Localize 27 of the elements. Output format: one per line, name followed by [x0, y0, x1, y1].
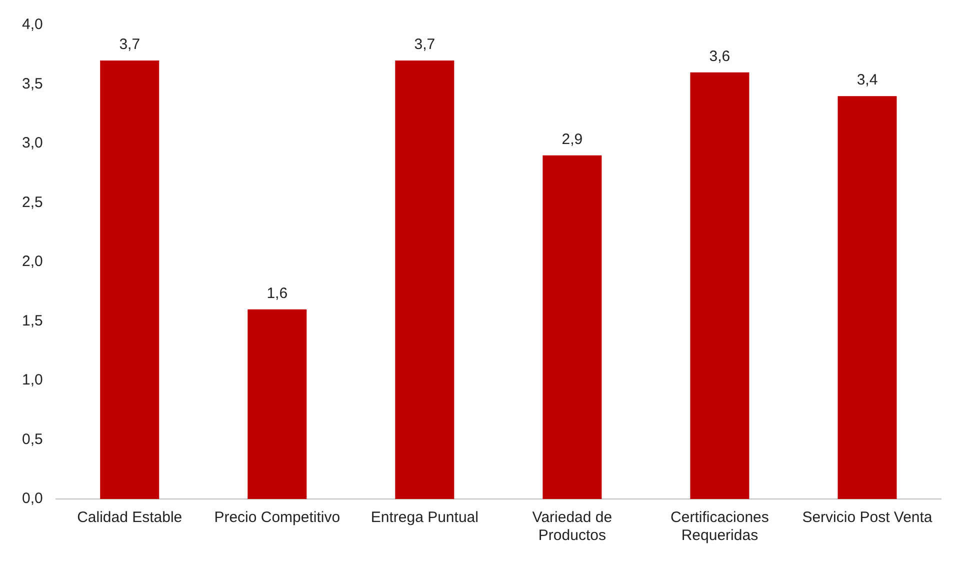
y-tick-label: 1,5: [22, 312, 43, 330]
x-tick-label: Variedad de Productos: [532, 509, 612, 544]
x-tick-label: Certificaciones Requeridas: [670, 509, 769, 544]
bar: [690, 72, 750, 499]
x-tick-label: Entrega Puntual: [370, 509, 478, 526]
data-label: 1,6: [266, 285, 288, 302]
data-label: 3,7: [414, 36, 436, 54]
data-label: 3,4: [856, 72, 878, 89]
y-tick-label: 2,5: [22, 194, 43, 211]
x-tick-label: Servicio Post Venta: [802, 509, 933, 526]
data-label: 2,9: [562, 130, 583, 148]
bar: [838, 96, 897, 499]
bar: [100, 60, 160, 499]
y-tick-label: 4,0: [22, 16, 43, 34]
bar: [395, 60, 454, 499]
y-tick-label: 2,0: [22, 253, 43, 270]
x-tick-label: Calidad Estable: [77, 509, 182, 526]
y-tick-label: 3,5: [22, 75, 43, 92]
data-label: 3,6: [709, 48, 730, 66]
bar: [248, 309, 307, 499]
y-tick-label: 0,5: [22, 430, 43, 448]
y-tick-label: 1,0: [22, 372, 43, 389]
x-tick-label: Precio Competitivo: [214, 509, 340, 526]
y-tick-label: 3,0: [22, 134, 43, 152]
data-label: 3,7: [119, 36, 140, 54]
y-tick-label: 0,0: [22, 490, 43, 508]
bar: [542, 155, 602, 499]
